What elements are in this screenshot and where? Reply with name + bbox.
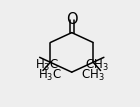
Text: O: O xyxy=(66,12,78,27)
Text: H$_3$C: H$_3$C xyxy=(35,58,59,73)
Text: CH$_3$: CH$_3$ xyxy=(81,68,105,83)
Text: H$_3$C: H$_3$C xyxy=(38,68,62,83)
Text: CH$_3$: CH$_3$ xyxy=(85,58,108,73)
